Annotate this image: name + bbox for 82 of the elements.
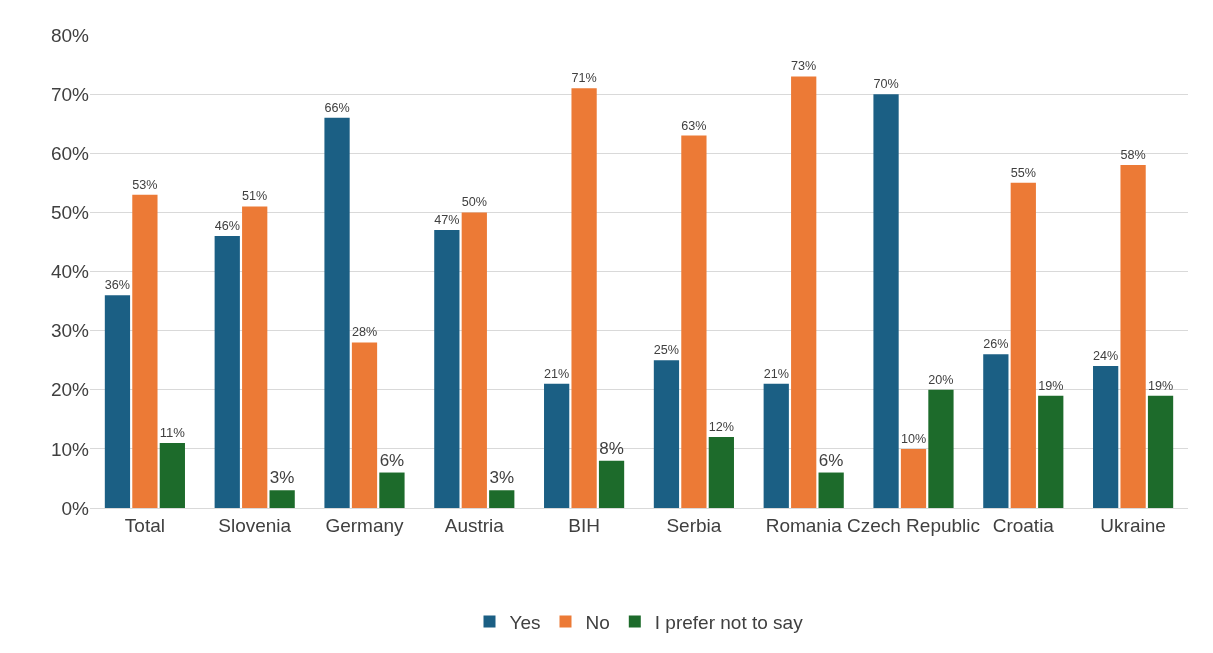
- bar: [324, 117, 350, 508]
- bar: [571, 88, 597, 508]
- bar: [269, 490, 295, 508]
- bar: [1038, 395, 1064, 508]
- data-label: 46%: [214, 219, 240, 234]
- legend-label: Yes: [509, 611, 541, 633]
- legend-label: No: [585, 611, 610, 633]
- data-label: 11%: [159, 424, 186, 440]
- y-tick-label: 10%: [50, 438, 90, 460]
- data-label: 21%: [763, 366, 789, 381]
- y-tick-label: 20%: [50, 379, 90, 401]
- data-label: 8%: [599, 438, 624, 458]
- data-label: 3%: [489, 468, 515, 488]
- bar: [1093, 366, 1119, 508]
- data-label: 25%: [653, 343, 680, 358]
- data-label: 6%: [818, 450, 844, 470]
- data-label: 12%: [708, 420, 734, 435]
- data-label: 19%: [1038, 378, 1064, 393]
- data-label: 55%: [1010, 165, 1036, 180]
- bar: [489, 490, 515, 508]
- bar: [653, 360, 680, 508]
- x-tick-label: Ukraine: [1100, 514, 1166, 536]
- x-tick-label: Serbia: [666, 514, 722, 536]
- data-label: 21%: [544, 366, 570, 381]
- bar: [132, 194, 158, 508]
- data-label: 70%: [873, 77, 899, 92]
- data-label: 47%: [434, 213, 460, 228]
- bar: [763, 383, 789, 508]
- data-label: 19%: [1147, 378, 1174, 393]
- x-tick-label: Total: [124, 514, 165, 536]
- bar: [379, 472, 405, 508]
- data-label: 58%: [1120, 148, 1146, 163]
- bar: [598, 460, 625, 508]
- x-tick-label: BIH: [568, 514, 600, 536]
- bar: [818, 472, 844, 508]
- y-tick-label: 30%: [50, 320, 90, 342]
- bar: [900, 448, 927, 508]
- data-label: 6%: [379, 450, 405, 470]
- bar: [983, 354, 1009, 508]
- bar: [104, 295, 131, 508]
- x-tick-label: Austria: [444, 514, 505, 536]
- y-tick-label: 40%: [50, 261, 90, 283]
- bar: [1147, 395, 1174, 508]
- data-label: 53%: [132, 177, 158, 192]
- y-tick-label: 60%: [50, 142, 90, 164]
- data-label: 66%: [324, 100, 350, 115]
- bar: [242, 206, 268, 508]
- x-tick-label: Germany: [325, 514, 405, 536]
- bar: [873, 94, 899, 508]
- data-label: 73%: [791, 59, 817, 74]
- data-label: 71%: [571, 71, 597, 86]
- data-label: 28%: [351, 325, 378, 340]
- x-tick-label: Croatia: [992, 514, 1055, 536]
- data-label: 26%: [983, 337, 1009, 352]
- data-label: 50%: [461, 195, 487, 210]
- y-tick-label: 70%: [50, 83, 90, 105]
- bar: [159, 442, 185, 508]
- data-label: 51%: [242, 189, 268, 204]
- data-label: 24%: [1093, 349, 1119, 364]
- data-label: 10%: [900, 431, 927, 446]
- y-tick-label: 50%: [50, 202, 90, 224]
- bar: [461, 212, 487, 508]
- data-label: 20%: [928, 372, 954, 387]
- bar: [434, 230, 460, 508]
- x-tick-label: Czech Republic: [846, 514, 981, 536]
- bar: [351, 342, 378, 508]
- bar: [1120, 165, 1146, 508]
- data-label: 36%: [104, 278, 131, 293]
- x-tick-label: Slovenia: [218, 514, 292, 536]
- bar: [928, 389, 954, 508]
- bar: [544, 383, 570, 508]
- y-tick-label: 0%: [61, 497, 90, 519]
- data-label: 63%: [681, 118, 707, 133]
- bar: [791, 76, 817, 508]
- legend-label: I prefer not to say: [654, 611, 804, 633]
- bar: [1010, 182, 1036, 508]
- bar: [708, 437, 734, 508]
- bar: [214, 236, 240, 508]
- bar: [681, 135, 707, 508]
- data-label: 3%: [269, 468, 295, 488]
- x-tick-label: Romania: [765, 514, 843, 536]
- y-tick-label: 80%: [50, 24, 90, 46]
